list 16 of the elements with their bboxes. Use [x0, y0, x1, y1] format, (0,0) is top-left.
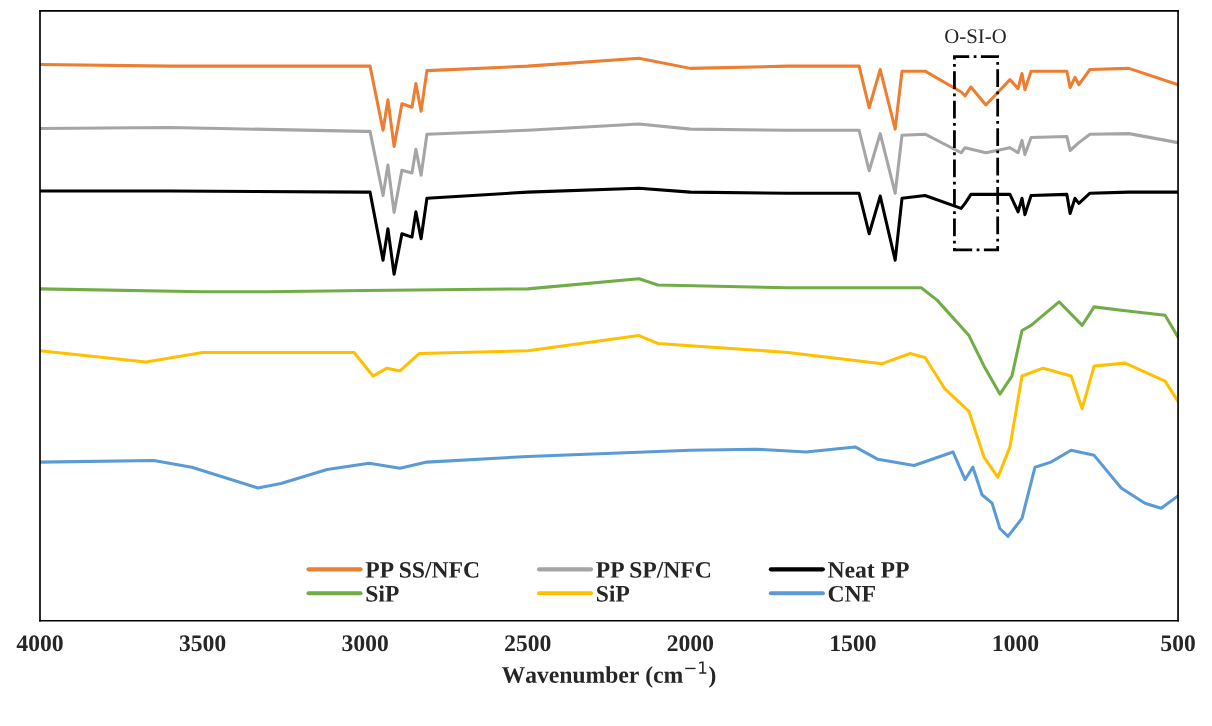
x-tick-label: 1500 [831, 635, 876, 652]
x-tick-label: 3500 [179, 635, 226, 652]
x-tick-label: 1000 [993, 635, 1039, 652]
legend-label: CNF [828, 585, 875, 602]
text: O-SI-O [945, 29, 1006, 44]
x-tick-label: 500 [1161, 635, 1195, 652]
x-axis-title: Wavenumber (cm$^{−1}$) [501, 661, 716, 688]
legend-label: Neat PP [827, 562, 909, 578]
legend-label: PP SP/NFC [596, 561, 711, 578]
legend-label: SiP [366, 585, 399, 602]
legend-label: PP SS/NFC [365, 561, 479, 578]
x-tick-label: 4000 [16, 635, 63, 652]
x-tick-label: 2000 [667, 635, 714, 652]
x-tick-label: 3000 [342, 635, 388, 652]
x-tick-label: 2500 [505, 635, 551, 652]
legend-label: SiP [597, 585, 630, 602]
